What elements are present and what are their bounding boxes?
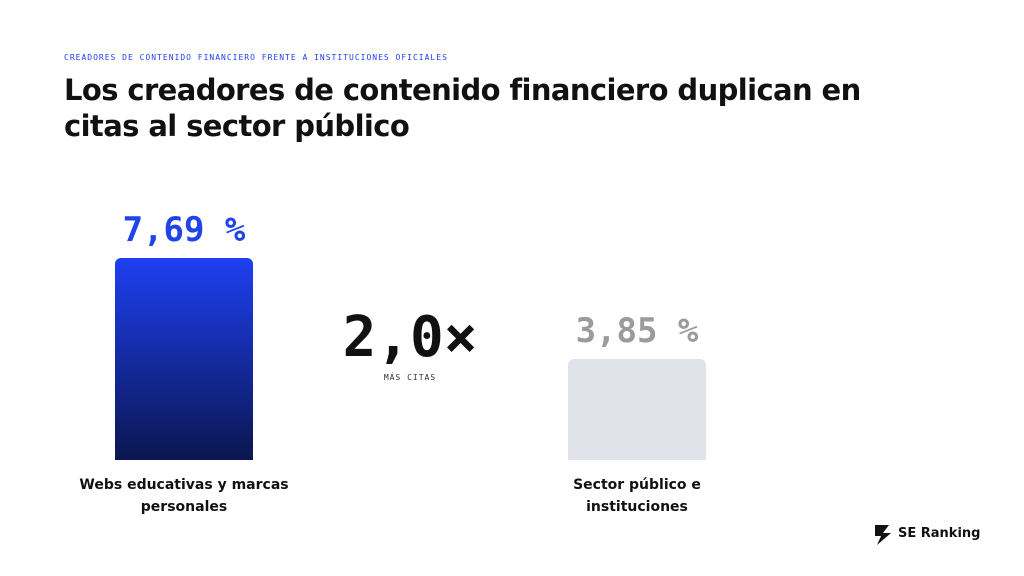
- category-label: Sector público e instituciones: [573, 477, 701, 515]
- annotation-value: 2,0×: [342, 305, 478, 370]
- category-label: Webs educativas y marcas personales: [79, 477, 289, 515]
- value-label: 7,69 %: [122, 210, 246, 250]
- bar: [115, 258, 253, 460]
- bar: [568, 358, 706, 460]
- annotation-label: MÁS CITAS: [383, 373, 437, 382]
- chart-title: Los creadores de contenido financiero du…: [64, 73, 861, 143]
- brand: SE Ranking: [898, 526, 981, 541]
- kicker: CREADORES DE CONTENIDO FINANCIERO FRENTE…: [64, 53, 448, 62]
- brand-logo: [875, 525, 891, 545]
- value-label: 3,85 %: [575, 310, 699, 351]
